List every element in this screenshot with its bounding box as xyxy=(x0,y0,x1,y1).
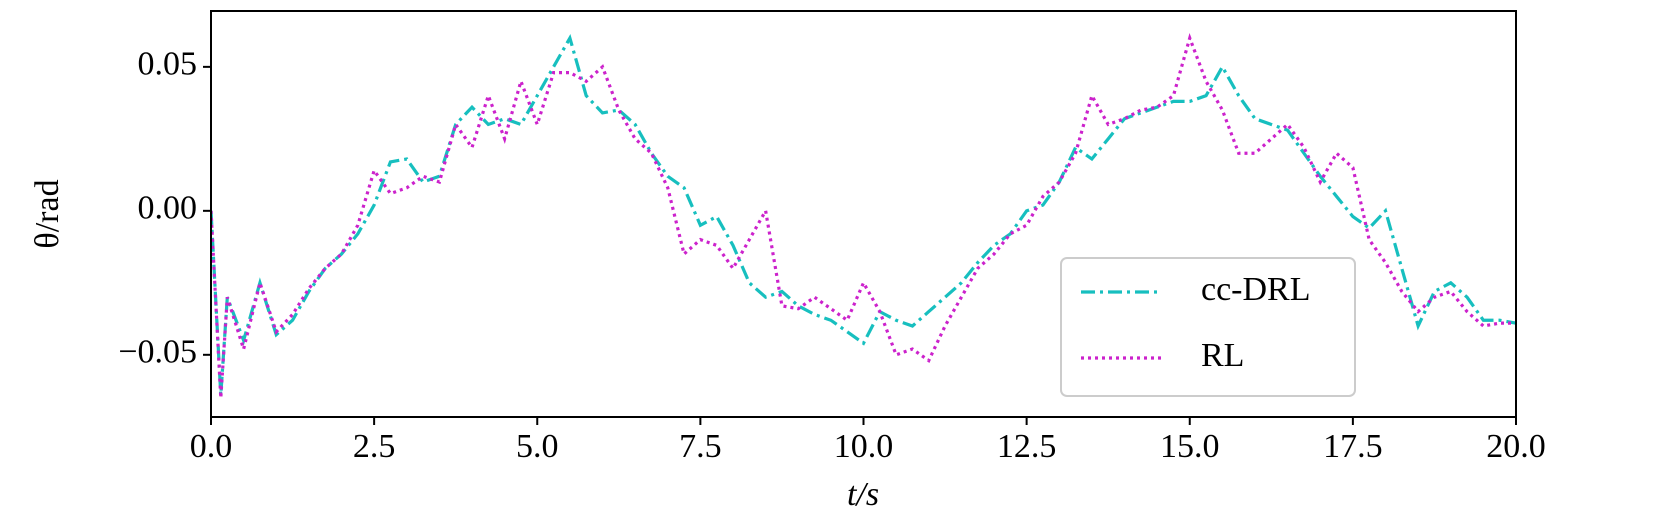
legend-label: cc-DRL xyxy=(1201,271,1311,308)
plot-frame xyxy=(210,10,1517,418)
legend-label: RL xyxy=(1201,337,1244,374)
x-tick-label: 0.0 xyxy=(190,428,233,465)
series-line xyxy=(211,33,1516,396)
x-tick-label: 7.5 xyxy=(679,428,722,465)
x-tick-label: 2.5 xyxy=(353,428,396,465)
y-tick-label: 0.05 xyxy=(138,46,198,83)
y-tick-label: 0.00 xyxy=(138,190,198,227)
x-tick-label: 10.0 xyxy=(834,428,894,465)
y-tick-label: −0.05 xyxy=(118,334,197,371)
y-axis-label: θ/rad xyxy=(29,179,66,248)
x-tick-label: 12.5 xyxy=(997,428,1057,465)
x-tick-label: 17.5 xyxy=(1323,428,1383,465)
x-axis-label: t/s xyxy=(847,476,879,513)
x-tick-label: 15.0 xyxy=(1160,428,1220,465)
x-tick-label: 20.0 xyxy=(1486,428,1546,465)
x-tick-label: 5.0 xyxy=(516,428,559,465)
legend-box xyxy=(1060,257,1356,397)
